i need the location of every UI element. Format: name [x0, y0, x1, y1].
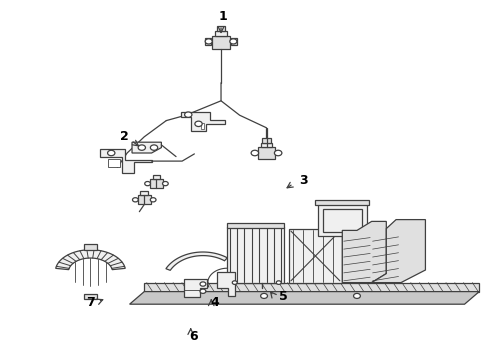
Bar	[260, 143, 272, 147]
Bar	[214, 31, 227, 36]
Text: 2: 2	[120, 130, 129, 143]
Circle shape	[184, 112, 192, 117]
Polygon shape	[56, 250, 125, 270]
Circle shape	[274, 150, 281, 156]
Bar	[227, 223, 283, 228]
Polygon shape	[144, 283, 478, 292]
Circle shape	[138, 145, 145, 150]
Circle shape	[150, 198, 156, 202]
Bar	[317, 203, 366, 236]
Bar	[212, 36, 229, 49]
Polygon shape	[129, 292, 478, 304]
Bar	[201, 123, 203, 129]
Bar	[315, 200, 368, 205]
Circle shape	[144, 181, 150, 186]
Bar	[150, 179, 163, 188]
Bar	[205, 38, 211, 45]
Polygon shape	[216, 272, 235, 296]
Text: 6: 6	[188, 330, 197, 343]
Text: 3: 3	[298, 174, 307, 186]
Text: 7: 7	[86, 296, 95, 309]
Circle shape	[260, 293, 267, 298]
Circle shape	[353, 293, 360, 298]
Polygon shape	[132, 142, 161, 153]
Text: 1: 1	[218, 10, 226, 23]
Bar	[107, 159, 120, 167]
Circle shape	[107, 150, 115, 156]
Polygon shape	[371, 220, 425, 283]
Bar	[288, 229, 342, 283]
Text: 5: 5	[279, 291, 287, 303]
Circle shape	[276, 281, 281, 284]
Polygon shape	[100, 149, 151, 173]
Bar	[152, 175, 160, 179]
Circle shape	[194, 121, 202, 127]
Bar	[84, 244, 97, 250]
Bar	[138, 195, 150, 204]
Bar	[258, 147, 274, 159]
Polygon shape	[165, 252, 227, 270]
Circle shape	[205, 39, 212, 44]
Circle shape	[200, 282, 205, 286]
Circle shape	[229, 39, 236, 44]
Bar	[262, 138, 270, 143]
Bar	[230, 38, 236, 45]
Circle shape	[200, 289, 205, 293]
Circle shape	[251, 150, 258, 156]
Polygon shape	[342, 221, 386, 283]
Circle shape	[132, 198, 138, 202]
Circle shape	[150, 145, 157, 150]
Circle shape	[162, 181, 168, 186]
Bar	[216, 27, 225, 31]
Bar	[140, 192, 148, 195]
Text: 4: 4	[210, 296, 219, 309]
Bar	[84, 294, 97, 299]
Polygon shape	[184, 279, 206, 297]
Bar	[227, 227, 283, 283]
Bar	[322, 209, 361, 232]
Polygon shape	[181, 112, 224, 131]
Circle shape	[232, 281, 237, 284]
